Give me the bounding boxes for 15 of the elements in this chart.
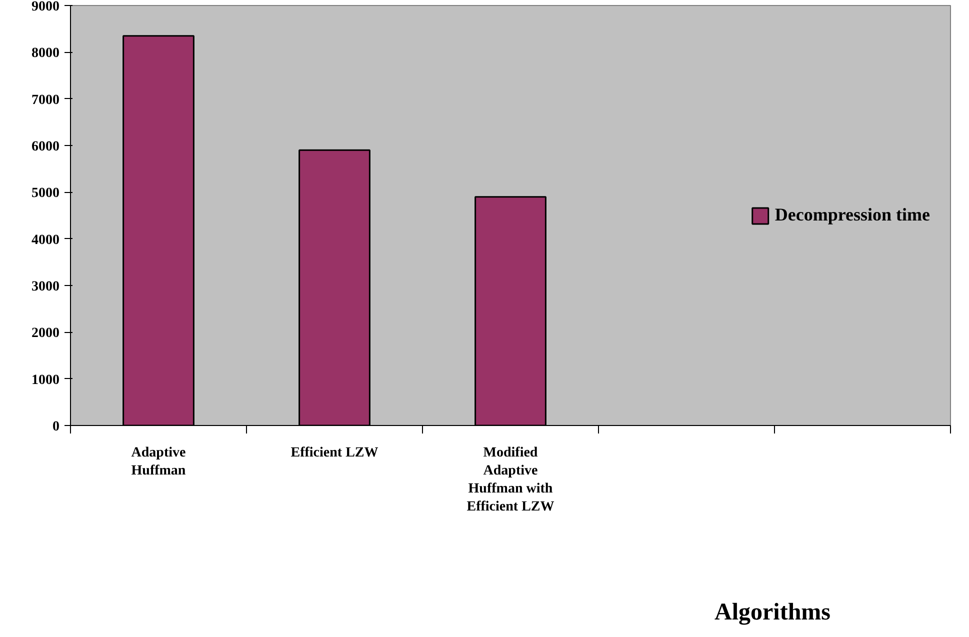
y-tick-label: 1000 xyxy=(32,372,60,388)
y-tick-label: 6000 xyxy=(32,140,60,154)
y-tick-label: 4000 xyxy=(32,232,60,248)
y-tick-label: 8000 xyxy=(32,46,60,62)
y-tick-label: 9000 xyxy=(32,0,60,14)
x-tick-label: Efficient LZW xyxy=(290,446,378,460)
y-tick-label: 3000 xyxy=(32,280,60,294)
x-tick-label: Modified Adaptive Huffman with Efficient LZW xyxy=(466,446,554,514)
legend-label: Decompression time xyxy=(774,204,930,226)
y-tick-label: 7000 xyxy=(32,92,60,108)
y-tick-label: 0 xyxy=(52,420,60,434)
y-tick-label: 5000 xyxy=(32,186,60,202)
y-tick-label: 2000 xyxy=(32,326,60,342)
x-tick-label: Adaptive Huffman xyxy=(131,446,186,478)
x-axis-title: Algorithms xyxy=(714,600,831,626)
